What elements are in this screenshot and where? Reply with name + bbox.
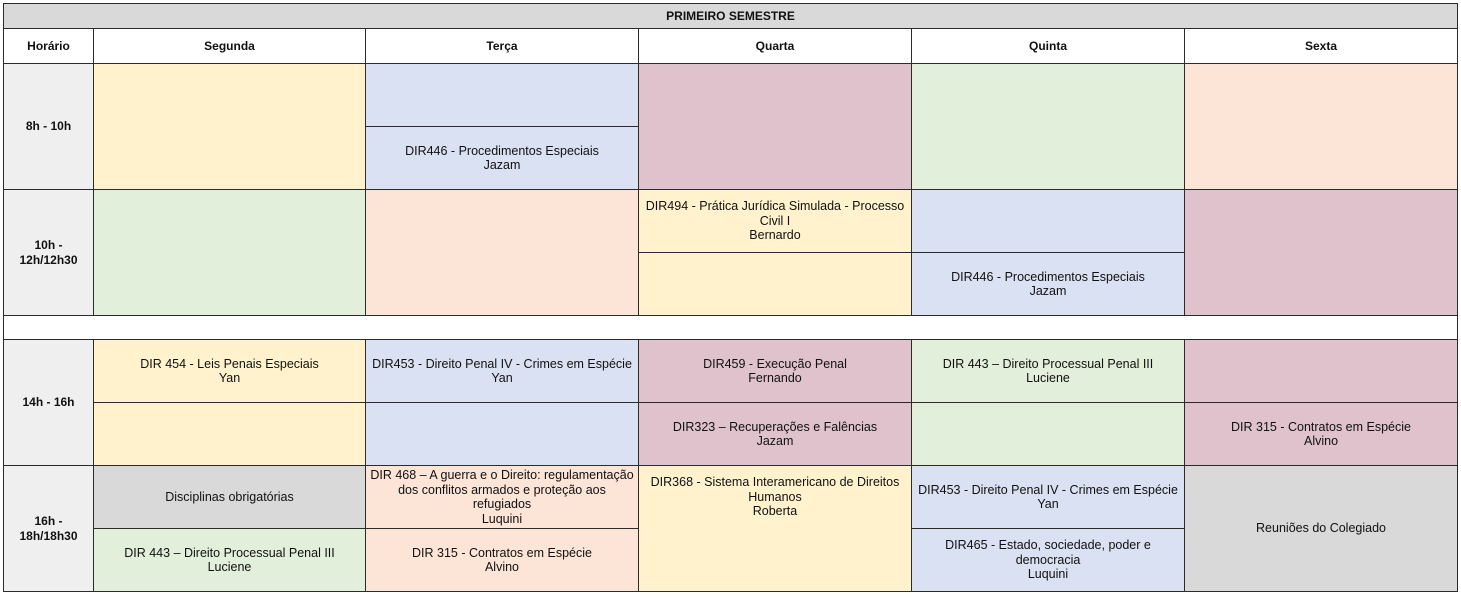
course-name: DIR 315 - Contratos em Espécie — [1231, 419, 1411, 434]
class-cell — [911, 63, 1185, 190]
professor-name: Fernando — [748, 371, 802, 385]
professor-name: Luciene — [1026, 371, 1070, 385]
header-segunda: Segunda — [93, 28, 366, 64]
class-cell: DIR 443 – Direito Processual Penal III L… — [911, 339, 1185, 403]
course-name: DIR368 - Sistema Interamericano de Direi… — [650, 475, 900, 504]
time-slot-8h: 8h - 10h — [3, 63, 94, 190]
class-cell — [93, 402, 366, 466]
time-label: 10h - — [34, 238, 63, 252]
class-cell — [1183, 63, 1459, 190]
professor-name: Jazam — [483, 158, 521, 172]
class-cell — [638, 252, 912, 316]
course-name: DIR453 - Direito Penal IV - Crimes em Es… — [918, 482, 1178, 497]
course-name: Disciplinas obrigatórias — [165, 489, 294, 504]
professor-name: Roberta — [752, 504, 798, 518]
class-cell — [93, 63, 366, 190]
course-name: DIR494 - Prática Jurídica Simulada - Pro… — [645, 199, 905, 228]
class-cell: DIR453 - Direito Penal IV - Crimes em Es… — [365, 339, 639, 403]
header-horario: Horário — [3, 28, 94, 64]
course-name: DIR 454 - Leis Penais Especiais — [140, 356, 319, 371]
class-cell: DIR465 - Estado, sociedade, poder e demo… — [911, 528, 1185, 592]
class-cell: DIR 454 - Leis Penais Especiais Yan — [93, 339, 366, 403]
course-name: DIR446 - Procedimentos Especiais — [405, 143, 599, 158]
time-label: 14h - 16h — [22, 395, 75, 410]
class-cell: DIR 468 – A guerra e o Direito: regulame… — [365, 465, 639, 529]
class-cell: DIR494 - Prática Jurídica Simulada - Pro… — [638, 189, 912, 253]
class-cell — [93, 189, 366, 316]
class-cell — [365, 63, 639, 127]
class-cell — [911, 402, 1185, 466]
course-name: DIR453 - Direito Penal IV - Crimes em Es… — [372, 356, 632, 371]
class-cell — [1183, 339, 1459, 403]
course-name: DIR 443 – Direito Processual Penal III — [124, 545, 335, 560]
class-cell: DIR453 - Direito Penal IV - Crimes em Es… — [911, 465, 1185, 529]
professor-name: Luciene — [207, 560, 252, 574]
professor-name: Yan — [1037, 497, 1059, 511]
professor-name: Alvino — [1303, 434, 1339, 448]
header-sexta: Sexta — [1183, 28, 1459, 64]
course-name: Reuniões do Colegiado — [1256, 521, 1386, 536]
semester-title: PRIMEIRO SEMESTRE — [2, 3, 1459, 29]
professor-name: Bernardo — [749, 228, 801, 242]
class-cell: DIR 315 - Contratos em Espécie Alvino — [365, 528, 639, 592]
course-name: DIR465 - Estado, sociedade, poder e demo… — [945, 538, 1151, 567]
class-cell: DIR 315 - Contratos em Espécie Alvino — [1183, 402, 1459, 466]
schedule-table: PRIMEIRO SEMESTRE Horário Segunda Terça … — [2, 3, 1459, 592]
class-cell: DIR368 - Sistema Interamericano de Direi… — [638, 465, 912, 592]
course-name: DIR 315 - Contratos em Espécie — [412, 545, 592, 560]
class-cell: DIR446 - Procedimentos Especiais Jazam — [365, 126, 639, 190]
header-quinta: Quinta — [911, 28, 1185, 64]
time-slot-10h: 10h - 12h/12h30 — [3, 189, 94, 316]
professor-name: Jazam — [1029, 284, 1067, 298]
time-label: 18h/18h30 — [19, 528, 78, 543]
time-label: 16h - — [34, 514, 63, 528]
lunch-break-row — [2, 315, 1459, 340]
professor-name: Alvino — [484, 560, 520, 574]
course-name: DIR 468 – A guerra e o Direito: regulame… — [370, 468, 634, 511]
class-cell — [1183, 189, 1459, 316]
class-cell — [365, 189, 639, 316]
class-cell — [638, 63, 912, 190]
course-name: DIR446 - Procedimentos Especiais — [951, 269, 1145, 284]
header-terca: Terça — [365, 28, 639, 64]
course-name: DIR323 – Recuperações e Falências — [672, 419, 878, 434]
time-label: 12h/12h30 — [19, 252, 78, 267]
class-cell: Reuniões do Colegiado — [1183, 465, 1459, 592]
course-name: DIR459 - Execução Penal — [703, 356, 847, 371]
professor-name: Yan — [218, 371, 241, 385]
header-quarta: Quarta — [638, 28, 912, 64]
professor-name: Jazam — [756, 434, 794, 448]
time-slot-16h: 16h - 18h/18h30 — [3, 465, 94, 592]
course-name: DIR 443 – Direito Processual Penal III — [942, 356, 1154, 371]
class-cell: DIR446 - Procedimentos Especiais Jazam — [911, 252, 1185, 316]
time-slot-14h: 14h - 16h — [3, 339, 94, 466]
class-cell: Disciplinas obrigatórias — [93, 465, 366, 529]
class-cell — [365, 402, 639, 466]
class-cell: DIR323 – Recuperações e Falências Jazam — [638, 402, 912, 466]
class-cell: DIR 443 – Direito Processual Penal III L… — [93, 528, 366, 592]
professor-name: Luquini — [1027, 567, 1069, 582]
time-label: 8h - 10h — [25, 119, 72, 134]
class-cell — [911, 189, 1185, 253]
professor-name: Yan — [491, 371, 513, 385]
class-cell: DIR459 - Execução Penal Fernando — [638, 339, 912, 403]
professor-name: Luquini — [481, 511, 523, 526]
